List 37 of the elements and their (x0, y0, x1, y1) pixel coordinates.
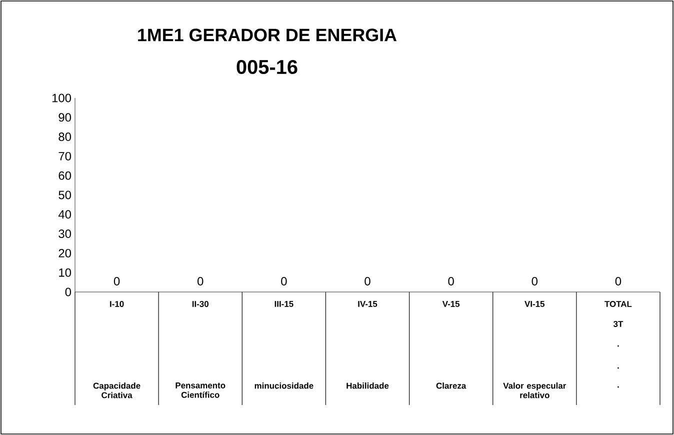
data-label: 0 (448, 277, 454, 286)
x-tick-label: III-15 (274, 301, 294, 307)
text: 3T (613, 320, 624, 327)
text: . (618, 386, 619, 388)
text: Habilidade (346, 382, 389, 389)
data-label: 0 (364, 277, 370, 286)
text: Pensamento Científico (176, 382, 226, 398)
y-tick-label: 30 (58, 230, 72, 238)
data-label: 0 (532, 277, 538, 286)
data-label: 0 (114, 277, 120, 286)
chart-subtitle: 005-16 (236, 60, 298, 74)
x-tick-label: VI-15 (524, 301, 545, 307)
y-tick-label: 60 (58, 171, 72, 180)
x-tick-label: II-30 (192, 300, 208, 307)
y-tick-label: 70 (58, 152, 72, 160)
text: . (618, 367, 619, 369)
y-tick-label: 100 (52, 94, 72, 102)
text: minuciosidade (254, 382, 314, 389)
data-label: 0 (281, 277, 287, 286)
y-tick-label: 80 (58, 132, 72, 142)
y-tick-label: 50 (58, 190, 72, 200)
x-tick-label: TOTAL (604, 300, 632, 307)
y-tick-label: 40 (58, 210, 72, 219)
y-tick-label: 20 (58, 248, 72, 258)
chart-title: 1ME1 GERADOR DE ENERGIA (138, 28, 397, 42)
text: Capacidade Criativa (93, 382, 140, 398)
x-tick-label: IV-15 (358, 301, 378, 307)
x-tick-label: I-10 (110, 300, 124, 307)
y-tick-label: 0 (65, 288, 72, 296)
y-tick-label: 10 (59, 268, 72, 277)
text: . (618, 345, 619, 347)
text: Valor especular relativo (503, 382, 566, 398)
x-tick-label: V-15 (442, 301, 460, 307)
text: Clareza (436, 382, 466, 389)
y-tick-label: 90 (58, 113, 72, 122)
data-label: 0 (198, 277, 204, 286)
data-label: 0 (615, 277, 622, 286)
